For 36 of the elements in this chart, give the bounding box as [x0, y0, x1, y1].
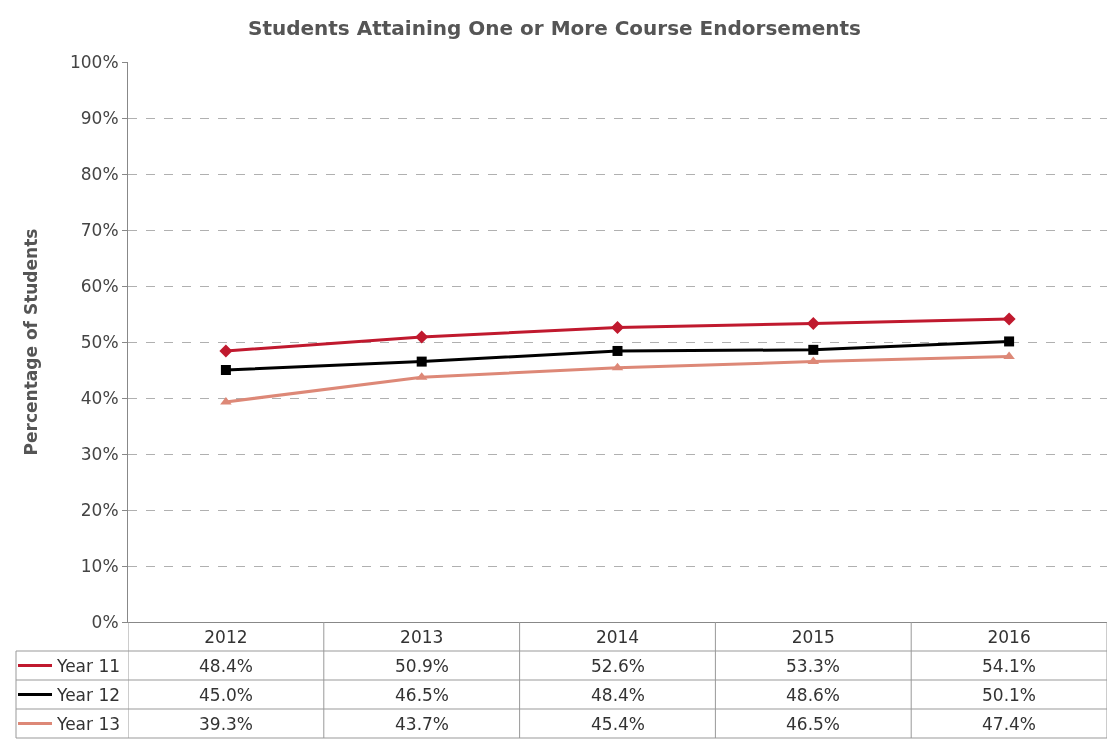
y-tick-label: 100%	[69, 51, 119, 72]
data-label: 47.4%	[982, 714, 1037, 734]
y-tick-label: 80%	[80, 163, 119, 184]
data-label: 45.0%	[199, 685, 254, 705]
data-label: 54.1%	[982, 656, 1037, 676]
x-tick-label: 2016	[987, 627, 1031, 648]
y-tick-label: 20%	[80, 499, 119, 520]
data-label: 50.9%	[395, 656, 450, 676]
x-tick-label: 2015	[791, 627, 835, 648]
data-label: 53.3%	[786, 656, 841, 676]
x-tick-label: 2013	[400, 627, 444, 648]
data-label: 46.5%	[786, 714, 841, 734]
y-tick-label: 70%	[80, 219, 119, 240]
data-label: 48.6%	[786, 685, 841, 705]
y-tick-label: 40%	[80, 387, 119, 408]
x-tick-label: 2014	[595, 627, 640, 648]
y-axis-title: Percentage of Students	[20, 228, 41, 456]
legend-label: Year 11	[56, 656, 121, 676]
data-label: 50.1%	[982, 685, 1037, 705]
data-label: 45.4%	[591, 714, 646, 734]
data-label: 52.6%	[591, 656, 646, 676]
y-tick-label: 90%	[80, 107, 119, 128]
y-tick-label: 60%	[80, 275, 119, 296]
data-label: 48.4%	[199, 656, 254, 676]
y-tick-label: 30%	[80, 443, 119, 464]
y-tick-label: 0%	[91, 611, 119, 632]
y-tick-label: 50%	[80, 331, 119, 352]
legend-label: Year 12	[56, 685, 121, 705]
chart-title: Students Attaining One or More Course Endorsements	[247, 16, 862, 40]
data-label: 46.5%	[395, 685, 450, 705]
y-tick-label: 10%	[80, 555, 119, 576]
data-label: 43.7%	[395, 714, 450, 734]
x-tick-label: 2012	[204, 627, 248, 648]
data-label: 48.4%	[591, 685, 646, 705]
legend-label: Year 13	[56, 714, 121, 734]
data-label: 39.3%	[199, 714, 254, 734]
